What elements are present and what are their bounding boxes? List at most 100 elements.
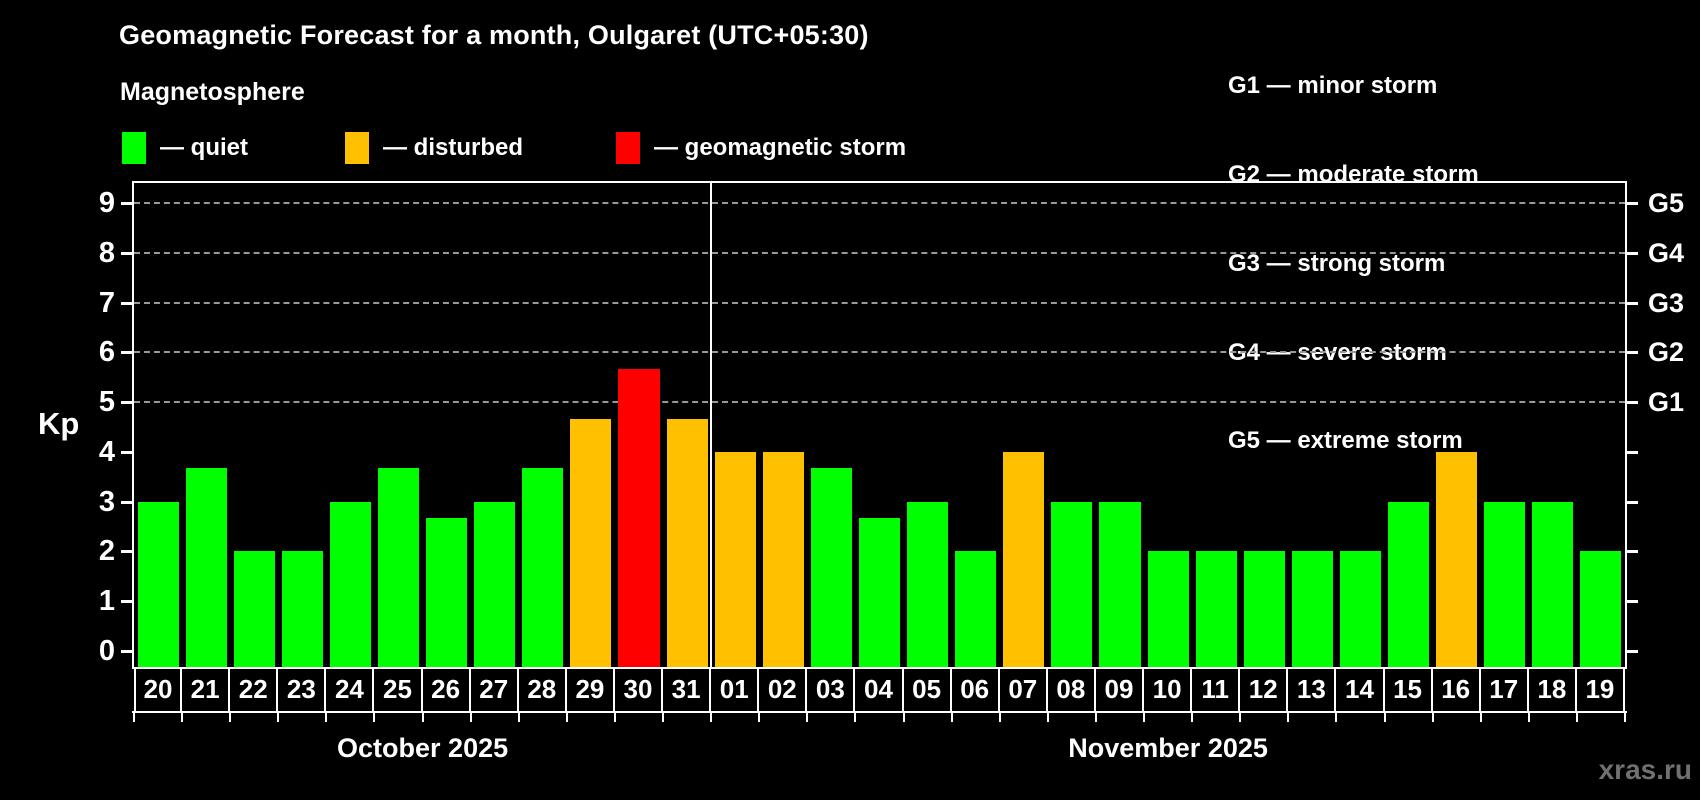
date-strip-tick xyxy=(710,713,713,722)
kp-bar-31 xyxy=(666,418,708,667)
kp-bar-22 xyxy=(233,551,275,667)
date-strip-tick xyxy=(181,713,184,722)
date-strip-tick xyxy=(133,713,135,722)
y-tick-label: 3 xyxy=(98,485,115,518)
date-strip-tick xyxy=(1575,713,1578,722)
kp-bar-01 xyxy=(714,451,756,667)
right-axis-tick xyxy=(1625,251,1638,255)
date-strip-tick xyxy=(1383,713,1386,722)
day-label-14: 14 xyxy=(1336,667,1385,711)
day-label-16: 16 xyxy=(1433,667,1481,711)
kp-bar-29 xyxy=(570,418,612,667)
y-axis-title: Kp xyxy=(38,406,80,441)
date-strip-tick xyxy=(1527,713,1530,722)
date-strip-tick xyxy=(613,713,616,722)
right-axis-tick xyxy=(1625,401,1638,405)
date-strip-tick xyxy=(1624,713,1626,722)
gridline-kp5 xyxy=(134,401,1625,404)
kp-bar-11 xyxy=(1195,551,1237,667)
kp-bar-18 xyxy=(1532,501,1574,667)
gridline-kp7 xyxy=(134,301,1625,304)
gridline-kp9 xyxy=(134,201,1625,204)
right-axis-tick xyxy=(1625,301,1638,305)
date-strip-tick xyxy=(854,713,857,722)
kp-bar-28 xyxy=(522,468,564,667)
date-strip-tick xyxy=(469,713,472,722)
page-title: Geomagnetic Forecast for a month, Oulgar… xyxy=(119,20,869,50)
kp-bar-15 xyxy=(1388,501,1430,667)
date-strip-tick xyxy=(1431,713,1434,722)
kp-bar-24 xyxy=(329,501,371,667)
kp-bar-19 xyxy=(1580,551,1622,667)
y-axis-tick xyxy=(121,450,134,454)
right-axis-tick xyxy=(1625,500,1638,504)
kp-bar-25 xyxy=(377,468,420,667)
day-label-09: 09 xyxy=(1096,667,1145,711)
kp-bar-05 xyxy=(907,501,949,667)
date-strip-tick xyxy=(902,713,905,722)
day-label-22: 22 xyxy=(230,667,279,711)
y-axis-tick xyxy=(121,351,134,355)
kp-bar-30 xyxy=(618,368,660,667)
day-label-04: 04 xyxy=(855,667,904,711)
kp-bar-20 xyxy=(137,501,179,667)
y-axis-tick xyxy=(121,650,134,653)
date-strip-tick xyxy=(662,713,665,722)
right-axis-label-g3: G3 xyxy=(1648,287,1685,318)
month-label-1: November 2025 xyxy=(1068,733,1268,763)
storm-scale-legend: G1 — minor storm G2 — moderate storm G3 … xyxy=(1228,12,1479,515)
kp-bar-03 xyxy=(810,468,852,667)
y-tick-label: 0 xyxy=(98,635,115,667)
plot-area-border xyxy=(132,181,1627,669)
date-strip-tick xyxy=(1046,713,1049,722)
day-label-17: 17 xyxy=(1481,667,1529,711)
y-axis-tick xyxy=(121,301,134,305)
magnetosphere-label: Magnetosphere xyxy=(120,78,305,106)
y-tick-label: 9 xyxy=(98,186,115,219)
day-label-24: 24 xyxy=(326,667,375,711)
gridline-kp6 xyxy=(134,351,1625,354)
date-strip-tick xyxy=(277,713,280,722)
kp-bar-08 xyxy=(1051,501,1093,667)
day-label-12: 12 xyxy=(1240,667,1289,711)
storm-scale-item-g3: G3 — strong storm xyxy=(1228,249,1446,277)
day-label-20: 20 xyxy=(134,667,183,711)
day-label-08: 08 xyxy=(1048,667,1096,711)
kp-bar-21 xyxy=(185,468,227,667)
quiet-color-swatch xyxy=(122,132,146,164)
kp-bar-14 xyxy=(1339,551,1381,667)
day-label-31: 31 xyxy=(663,667,712,711)
storm-scale-item-g2: G2 — moderate storm xyxy=(1228,160,1479,188)
day-label-25: 25 xyxy=(374,667,423,711)
right-axis-tick xyxy=(1625,550,1638,554)
y-axis-tick xyxy=(121,500,134,504)
day-label-29: 29 xyxy=(567,667,615,711)
date-strip-bottom-line xyxy=(132,711,1627,713)
kp-bar-23 xyxy=(281,551,323,667)
kp-bar-04 xyxy=(858,518,901,667)
kp-bar-17 xyxy=(1484,501,1526,667)
right-axis-tick xyxy=(1625,600,1638,604)
gridline-kp8 xyxy=(134,251,1625,254)
date-strip-tick xyxy=(1143,713,1146,722)
day-label-01: 01 xyxy=(711,667,760,711)
y-tick-label: 6 xyxy=(98,336,115,369)
legend-item-label: — geomagnetic storm xyxy=(654,134,907,161)
day-label-03: 03 xyxy=(807,667,856,711)
y-axis-tick xyxy=(121,550,134,554)
month-divider-line xyxy=(710,183,713,667)
date-strip-tick xyxy=(1239,713,1242,722)
date-strip-tick xyxy=(1479,713,1482,722)
right-axis-tick xyxy=(1625,201,1638,205)
legend-item-label: — disturbed xyxy=(383,134,524,161)
day-label-13: 13 xyxy=(1288,667,1337,711)
day-label-06: 06 xyxy=(952,667,1000,711)
date-strip-tick xyxy=(325,713,328,722)
kp-bar-02 xyxy=(762,451,804,667)
kp-bar-27 xyxy=(474,501,516,667)
y-tick-label: 1 xyxy=(98,585,115,618)
day-label-26: 26 xyxy=(423,667,471,711)
right-axis-tick xyxy=(1625,450,1638,454)
date-strip-tick xyxy=(373,713,376,722)
